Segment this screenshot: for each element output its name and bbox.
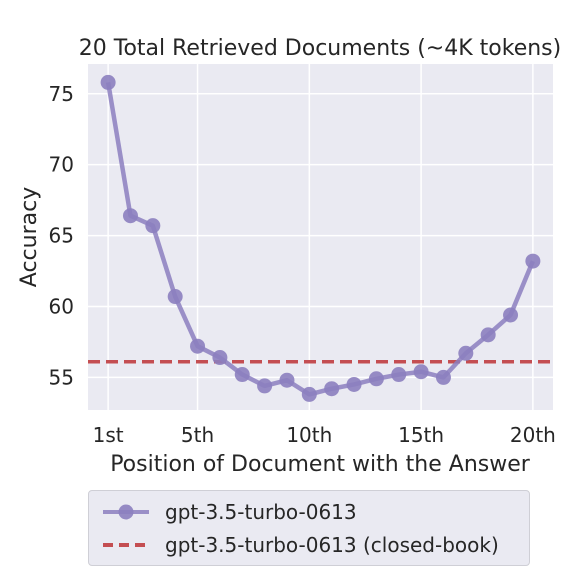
x-tick-labels: 1st 5th 10th 15th 20th [93,423,556,447]
chart-title: 20 Total Retrieved Documents (~4K tokens… [79,36,561,61]
data-point [122,208,138,224]
legend-label-model: gpt-3.5-turbo-0613 [165,500,357,524]
x-tick-label: 15th [398,423,444,447]
y-tick-label: 55 [49,365,74,389]
x-tick-label: 20th [510,423,556,447]
data-point [167,289,183,305]
accuracy-line-chart: 20 Total Retrieved Documents (~4K tokens… [17,36,561,476]
data-point [100,74,116,90]
data-point [257,378,273,394]
data-point [413,364,429,380]
data-point [346,376,362,392]
dashed-line-icon [103,543,149,547]
y-tick-label: 70 [49,153,74,177]
line-marker-icon [103,504,149,520]
data-point [525,253,541,269]
plot-area [88,64,553,410]
x-tick-label: 5th [181,423,214,447]
data-point [301,386,317,402]
x-axis-label: Position of Document with the Answer [110,452,531,476]
data-point [234,367,250,383]
data-point [324,381,340,397]
data-point [279,372,295,388]
data-point [190,338,206,354]
data-point [212,350,228,366]
y-axis-label: Accuracy [17,187,42,287]
legend: gpt-3.5-turbo-0613 gpt-3.5-turbo-0613 (c… [88,490,530,566]
legend-item-model: gpt-3.5-turbo-0613 [101,497,357,527]
data-point [145,218,161,234]
y-tick-labels: 55 60 65 70 75 [49,82,74,390]
data-point [503,307,519,323]
data-point [368,371,384,387]
y-tick-label: 65 [49,224,74,248]
data-point [480,327,496,343]
y-tick-label: 75 [49,82,74,106]
legend-item-closed-book: gpt-3.5-turbo-0613 (closed-book) [101,530,499,560]
data-point [391,367,407,383]
x-tick-label: 10th [286,423,332,447]
data-point [435,369,451,385]
legend-label-closed-book: gpt-3.5-turbo-0613 (closed-book) [165,533,499,557]
data-point [458,345,474,361]
data-series [88,74,553,402]
y-tick-label: 60 [49,294,74,318]
x-tick-label: 1st [93,423,124,447]
